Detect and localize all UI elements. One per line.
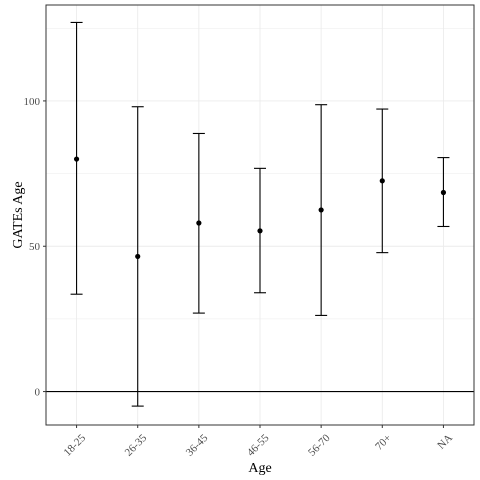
data-point (135, 253, 141, 260)
x-tick-label: 36-45 (184, 432, 211, 459)
x-axis-label: Age (248, 461, 271, 476)
y-tick-label: 50 (29, 241, 41, 253)
x-tick-label: 26-35 (123, 432, 150, 459)
x-tick-label: NA (435, 432, 455, 452)
x-axis: 18-25 26-35 36-45 46-55 56-70 70+ NA (61, 425, 455, 459)
x-tick-label: 56-70 (306, 432, 333, 459)
data-point (318, 207, 324, 213)
data-points (73, 156, 447, 260)
x-tick-label: 70+ (373, 432, 394, 453)
x-tick-label: 46-55 (245, 432, 272, 459)
data-point (440, 189, 447, 196)
y-axis: 0 50 100 (24, 96, 46, 399)
y-tick-label: 0 (35, 387, 41, 399)
data-point (257, 228, 263, 234)
data-point (73, 156, 80, 162)
x-tick-label: 18-25 (61, 432, 88, 459)
data-point (196, 220, 202, 226)
y-axis-label: GATEs Age (11, 181, 26, 248)
data-point (379, 178, 385, 184)
y-tick-label: 100 (24, 96, 41, 108)
